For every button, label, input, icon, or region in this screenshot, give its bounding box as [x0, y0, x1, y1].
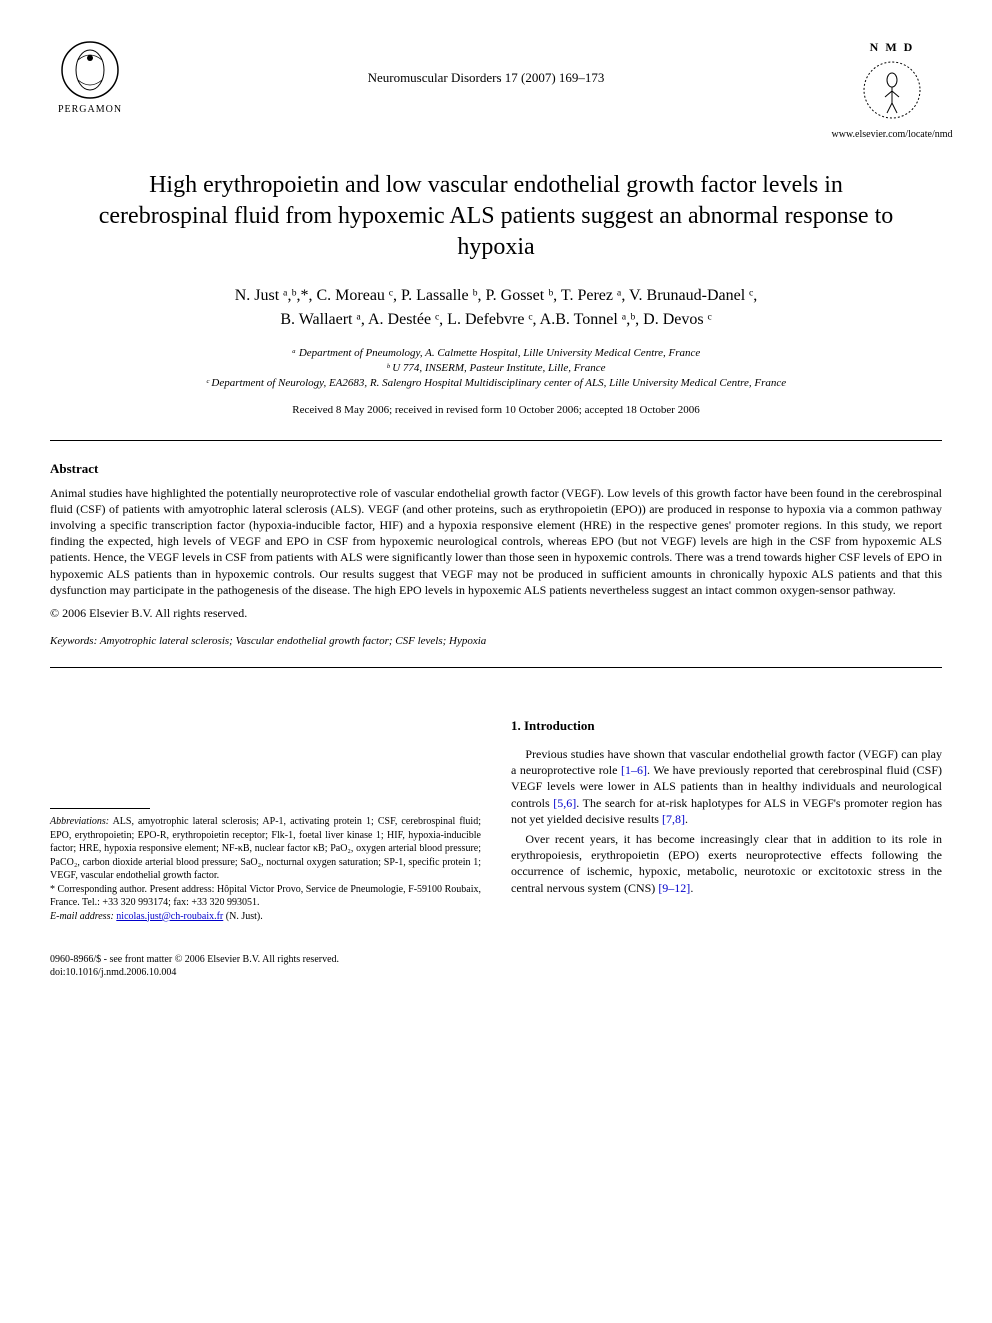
affiliations-block: ᵃ Department of Pneumology, A. Calmette …: [50, 346, 942, 392]
corr-text: Corresponding author. Present address: H…: [50, 884, 481, 909]
email-footnote: E-mail address: nicolas.just@ch-roubaix.…: [50, 910, 481, 924]
corresponding-footnote: * Corresponding author. Present address:…: [50, 883, 481, 910]
article-dates: Received 8 May 2006; received in revised…: [50, 404, 942, 416]
keywords-label: Keywords:: [50, 635, 97, 647]
nmd-label: N M D: [870, 40, 915, 55]
affiliation-c: ᶜ Department of Neurology, EA2683, R. Sa…: [50, 376, 942, 391]
authors-line-1: N. Just ᵃ,ᵇ,*, C. Moreau ᶜ, P. Lassalle …: [50, 284, 942, 308]
p1-c: . The search for at-risk haplotypes for …: [511, 796, 942, 826]
section-1-heading: 1. Introduction: [511, 718, 942, 734]
issn-line: 0960-8966/$ - see front matter © 2006 El…: [50, 953, 942, 966]
authors-block: N. Just ᵃ,ᵇ,*, C. Moreau ᶜ, P. Lassalle …: [50, 284, 942, 332]
abstract-copyright: © 2006 Elsevier B.V. All rights reserved…: [50, 606, 942, 621]
publisher-name: PERGAMON: [58, 104, 122, 115]
journal-url: www.elsevier.com/locate/nmd: [832, 129, 953, 140]
email-suffix: (N. Just).: [223, 911, 262, 922]
intro-para-1: Previous studies have shown that vascula…: [511, 746, 942, 827]
doi-line: doi:10.1016/j.nmd.2006.10.004: [50, 966, 942, 979]
authors-line-2: B. Wallaert ᵃ, A. Destée ᶜ, L. Defebvre …: [50, 308, 942, 332]
affiliation-a: ᵃ Department of Pneumology, A. Calmette …: [50, 346, 942, 361]
cite-1-6[interactable]: [1–6]: [621, 763, 647, 777]
p1-d: .: [685, 812, 688, 826]
abstract-body: Animal studies have highlighted the pote…: [50, 485, 942, 598]
article-title: High erythropoietin and low vascular end…: [90, 170, 902, 264]
page-header: PERGAMON Neuromuscular Disorders 17 (200…: [50, 40, 942, 140]
publisher-logo: PERGAMON: [50, 40, 130, 115]
pergamon-icon: [60, 40, 120, 100]
right-column: 1. Introduction Previous studies have sh…: [511, 718, 942, 923]
email-label: E-mail address:: [50, 911, 114, 922]
abbrev-label: Abbreviations:: [50, 816, 109, 827]
cite-5-6[interactable]: [5,6]: [553, 796, 576, 810]
intro-para-2: Over recent years, it has become increas…: [511, 831, 942, 896]
keywords-line: Keywords: Amyotrophic lateral sclerosis;…: [50, 635, 942, 647]
keywords-text: Amyotrophic lateral sclerosis; Vascular …: [100, 635, 486, 647]
p2-a: Over recent years, it has become increas…: [511, 832, 942, 895]
abbrev-text: ALS, amyotrophic lateral sclerosis; AP-1…: [50, 816, 481, 881]
email-link[interactable]: nicolas.just@ch-roubaix.fr: [116, 911, 223, 922]
p2-b: .: [690, 881, 693, 895]
page-footer: 0960-8966/$ - see front matter © 2006 El…: [50, 953, 942, 979]
two-column-region: Abbreviations: ALS, amyotrophic lateral …: [50, 718, 942, 923]
journal-logo: N M D www.elsevier.com/locate/nmd: [842, 40, 942, 140]
abstract-heading: Abstract: [50, 461, 942, 477]
divider-bottom: [50, 667, 942, 668]
divider-top: [50, 440, 942, 441]
footnotes-block: Abbreviations: ALS, amyotrophic lateral …: [50, 815, 481, 923]
affiliation-b: ᵇ U 774, INSERM, Pasteur Institute, Lill…: [50, 361, 942, 376]
cite-7-8[interactable]: [7,8]: [662, 812, 685, 826]
journal-reference: Neuromuscular Disorders 17 (2007) 169–17…: [130, 40, 842, 86]
cite-9-12[interactable]: [9–12]: [658, 881, 690, 895]
left-column: Abbreviations: ALS, amyotrophic lateral …: [50, 718, 481, 923]
nmd-icon: [857, 55, 927, 125]
footnote-rule: [50, 808, 150, 809]
abbreviations-footnote: Abbreviations: ALS, amyotrophic lateral …: [50, 815, 481, 883]
